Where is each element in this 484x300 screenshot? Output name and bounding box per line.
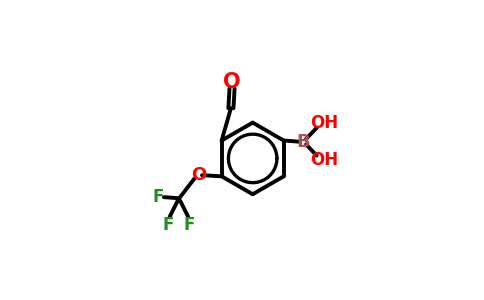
Text: F: F [152, 188, 164, 206]
Text: B: B [297, 133, 310, 151]
Text: O: O [191, 166, 206, 184]
Text: O: O [223, 72, 241, 92]
Text: OH: OH [311, 151, 339, 169]
Text: F: F [183, 216, 195, 234]
Text: OH: OH [311, 114, 339, 132]
Text: F: F [163, 216, 174, 234]
